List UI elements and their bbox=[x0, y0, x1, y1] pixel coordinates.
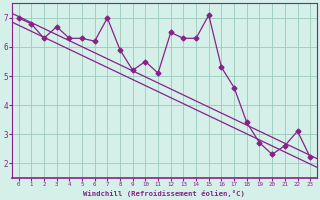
X-axis label: Windchill (Refroidissement éolien,°C): Windchill (Refroidissement éolien,°C) bbox=[84, 190, 245, 197]
